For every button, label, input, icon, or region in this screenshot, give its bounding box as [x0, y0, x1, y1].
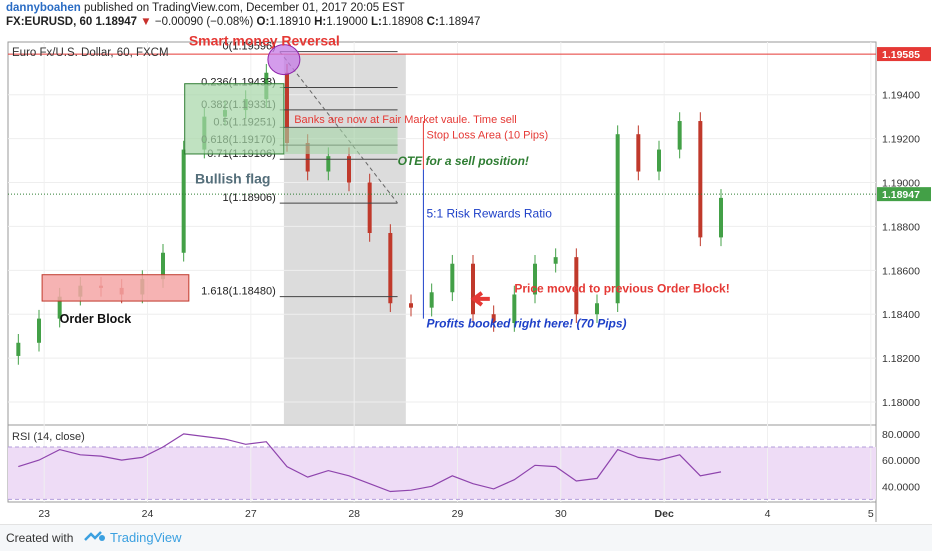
time-tick-label: 5	[868, 508, 874, 520]
candle-body	[698, 121, 703, 238]
symbol-label[interactable]: FX:EURUSD, 60	[6, 16, 93, 28]
chart-header: dannyboahen published on TradingView.com…	[0, 0, 932, 32]
bullish-flag-zone	[184, 83, 285, 155]
left-arrow-icon	[470, 291, 490, 307]
candle-body	[677, 121, 682, 150]
annotation-order-block: Order Block	[60, 312, 132, 326]
time-tick-label: 28	[348, 508, 360, 520]
low-label: L:	[371, 16, 382, 28]
time-tick-label: 23	[38, 508, 50, 520]
high-label: H:	[314, 16, 327, 28]
order-block-zone	[41, 274, 190, 302]
candle-body	[491, 314, 496, 324]
price-tick-label: 1.19000	[882, 178, 920, 190]
plot-frame	[7, 41, 877, 503]
current-price-label: 1.18947	[882, 189, 920, 201]
fib-level-label: 1(1.18906)	[223, 192, 276, 204]
candle-body	[471, 263, 475, 315]
candle-body	[326, 156, 331, 172]
time-tick-label: 27	[245, 508, 257, 520]
fib-level-label: 0(1.19596)	[223, 41, 276, 53]
time-tick-label: 4	[765, 508, 771, 520]
candle-body	[161, 252, 165, 280]
rsi-tick-label: 80.0000	[882, 429, 920, 441]
close-value: 1.18947	[438, 16, 481, 28]
publish-info: published on TradingView.com, December 0…	[80, 2, 405, 14]
rsi-tick-label: 40.0000	[882, 481, 920, 493]
annotation-ote: OTE for a sell position!	[398, 154, 529, 168]
current-price-label-bg	[877, 187, 931, 202]
chart-title: Euro Fx/U.S. Dollar, 60, FXCM	[12, 47, 169, 59]
redline-price-label-bg	[877, 47, 931, 62]
created-with-text: Created with	[6, 531, 74, 545]
time-tick-label: 30	[555, 508, 567, 520]
down-triangle-icon: ▼	[140, 16, 152, 28]
selection-zone	[283, 54, 406, 424]
annotation-bullish-flag: Bullish flag	[195, 171, 270, 187]
annotation-risk-reward: 5:1 Risk Rewards Ratio	[427, 207, 553, 221]
open-value: 1.18910	[269, 16, 311, 28]
candle-body	[367, 182, 372, 233]
candle-body	[574, 257, 579, 315]
low-value: 1.18908	[381, 16, 424, 28]
candle-body	[57, 296, 62, 319]
fib-level-label: 1.618(1.18480)	[201, 286, 276, 298]
last-price: 1.18947	[95, 16, 138, 28]
high-value: 1.19000	[326, 16, 368, 28]
rsi-band	[8, 446, 876, 500]
price-tick-label: 1.18600	[882, 265, 920, 277]
fib-trendline	[279, 51, 398, 204]
time-tick-label: Dec	[655, 508, 674, 520]
author-name[interactable]: dannyboahen	[6, 2, 81, 14]
reversal-highlight	[267, 44, 301, 76]
price-tick-label: 1.19400	[882, 90, 920, 102]
price-tick-label: 1.18000	[882, 397, 920, 409]
price-chart[interactable]: RSI (14, close)0(1.19596)0.236(1.19433)0…	[0, 32, 932, 524]
tradingview-logo-icon[interactable]	[84, 530, 106, 544]
annotation-price-moved: Price moved to previous Order Block!	[514, 281, 729, 295]
candle-body	[512, 294, 517, 324]
ote-zone	[283, 127, 398, 154]
candle-body	[388, 233, 393, 304]
candle-body	[37, 318, 41, 343]
close-label: C:	[426, 16, 439, 28]
candle-body	[595, 303, 599, 315]
title-smart-money: Smart money Reversal	[189, 32, 340, 48]
candle-body	[285, 72, 289, 143]
price-tick-label: 1.19200	[882, 134, 920, 146]
candle-body	[657, 149, 661, 172]
redline-price-label: 1.19585	[882, 49, 920, 61]
candle-body	[719, 197, 723, 238]
annotation-banks: Banks are now at Fair Market vaule. Time…	[294, 114, 517, 126]
price-change: −0.00090 (−0.08%)	[154, 16, 254, 28]
rsi-label: RSI (14, close)	[12, 431, 85, 443]
time-tick-label: 29	[452, 508, 464, 520]
candle-body	[305, 142, 310, 172]
candle-body	[553, 257, 558, 264]
candle-body	[450, 263, 455, 293]
rsi-tick-label: 60.0000	[882, 455, 920, 467]
candle-body	[347, 156, 351, 183]
annotation-profits: Profits booked right here! (70 Pips)	[427, 316, 627, 330]
candle-body	[181, 149, 186, 253]
price-tick-label: 1.18200	[882, 353, 920, 365]
annotation-stop-loss: Stop Loss Area (10 Pips)	[427, 130, 549, 142]
candle-body	[16, 342, 21, 356]
rsi-line	[18, 433, 722, 493]
candle-body	[615, 134, 620, 304]
tradingview-brand[interactable]: TradingView	[110, 530, 182, 545]
open-label: O:	[256, 16, 270, 28]
candle-body	[636, 134, 641, 172]
candle-body	[533, 263, 537, 295]
price-tick-label: 1.18800	[882, 221, 920, 233]
time-tick-label: 24	[142, 508, 154, 520]
candle-body	[409, 303, 413, 308]
price-tick-label: 1.18400	[882, 309, 920, 321]
footer: Created with TradingView	[0, 524, 932, 551]
candle-body	[429, 292, 434, 308]
